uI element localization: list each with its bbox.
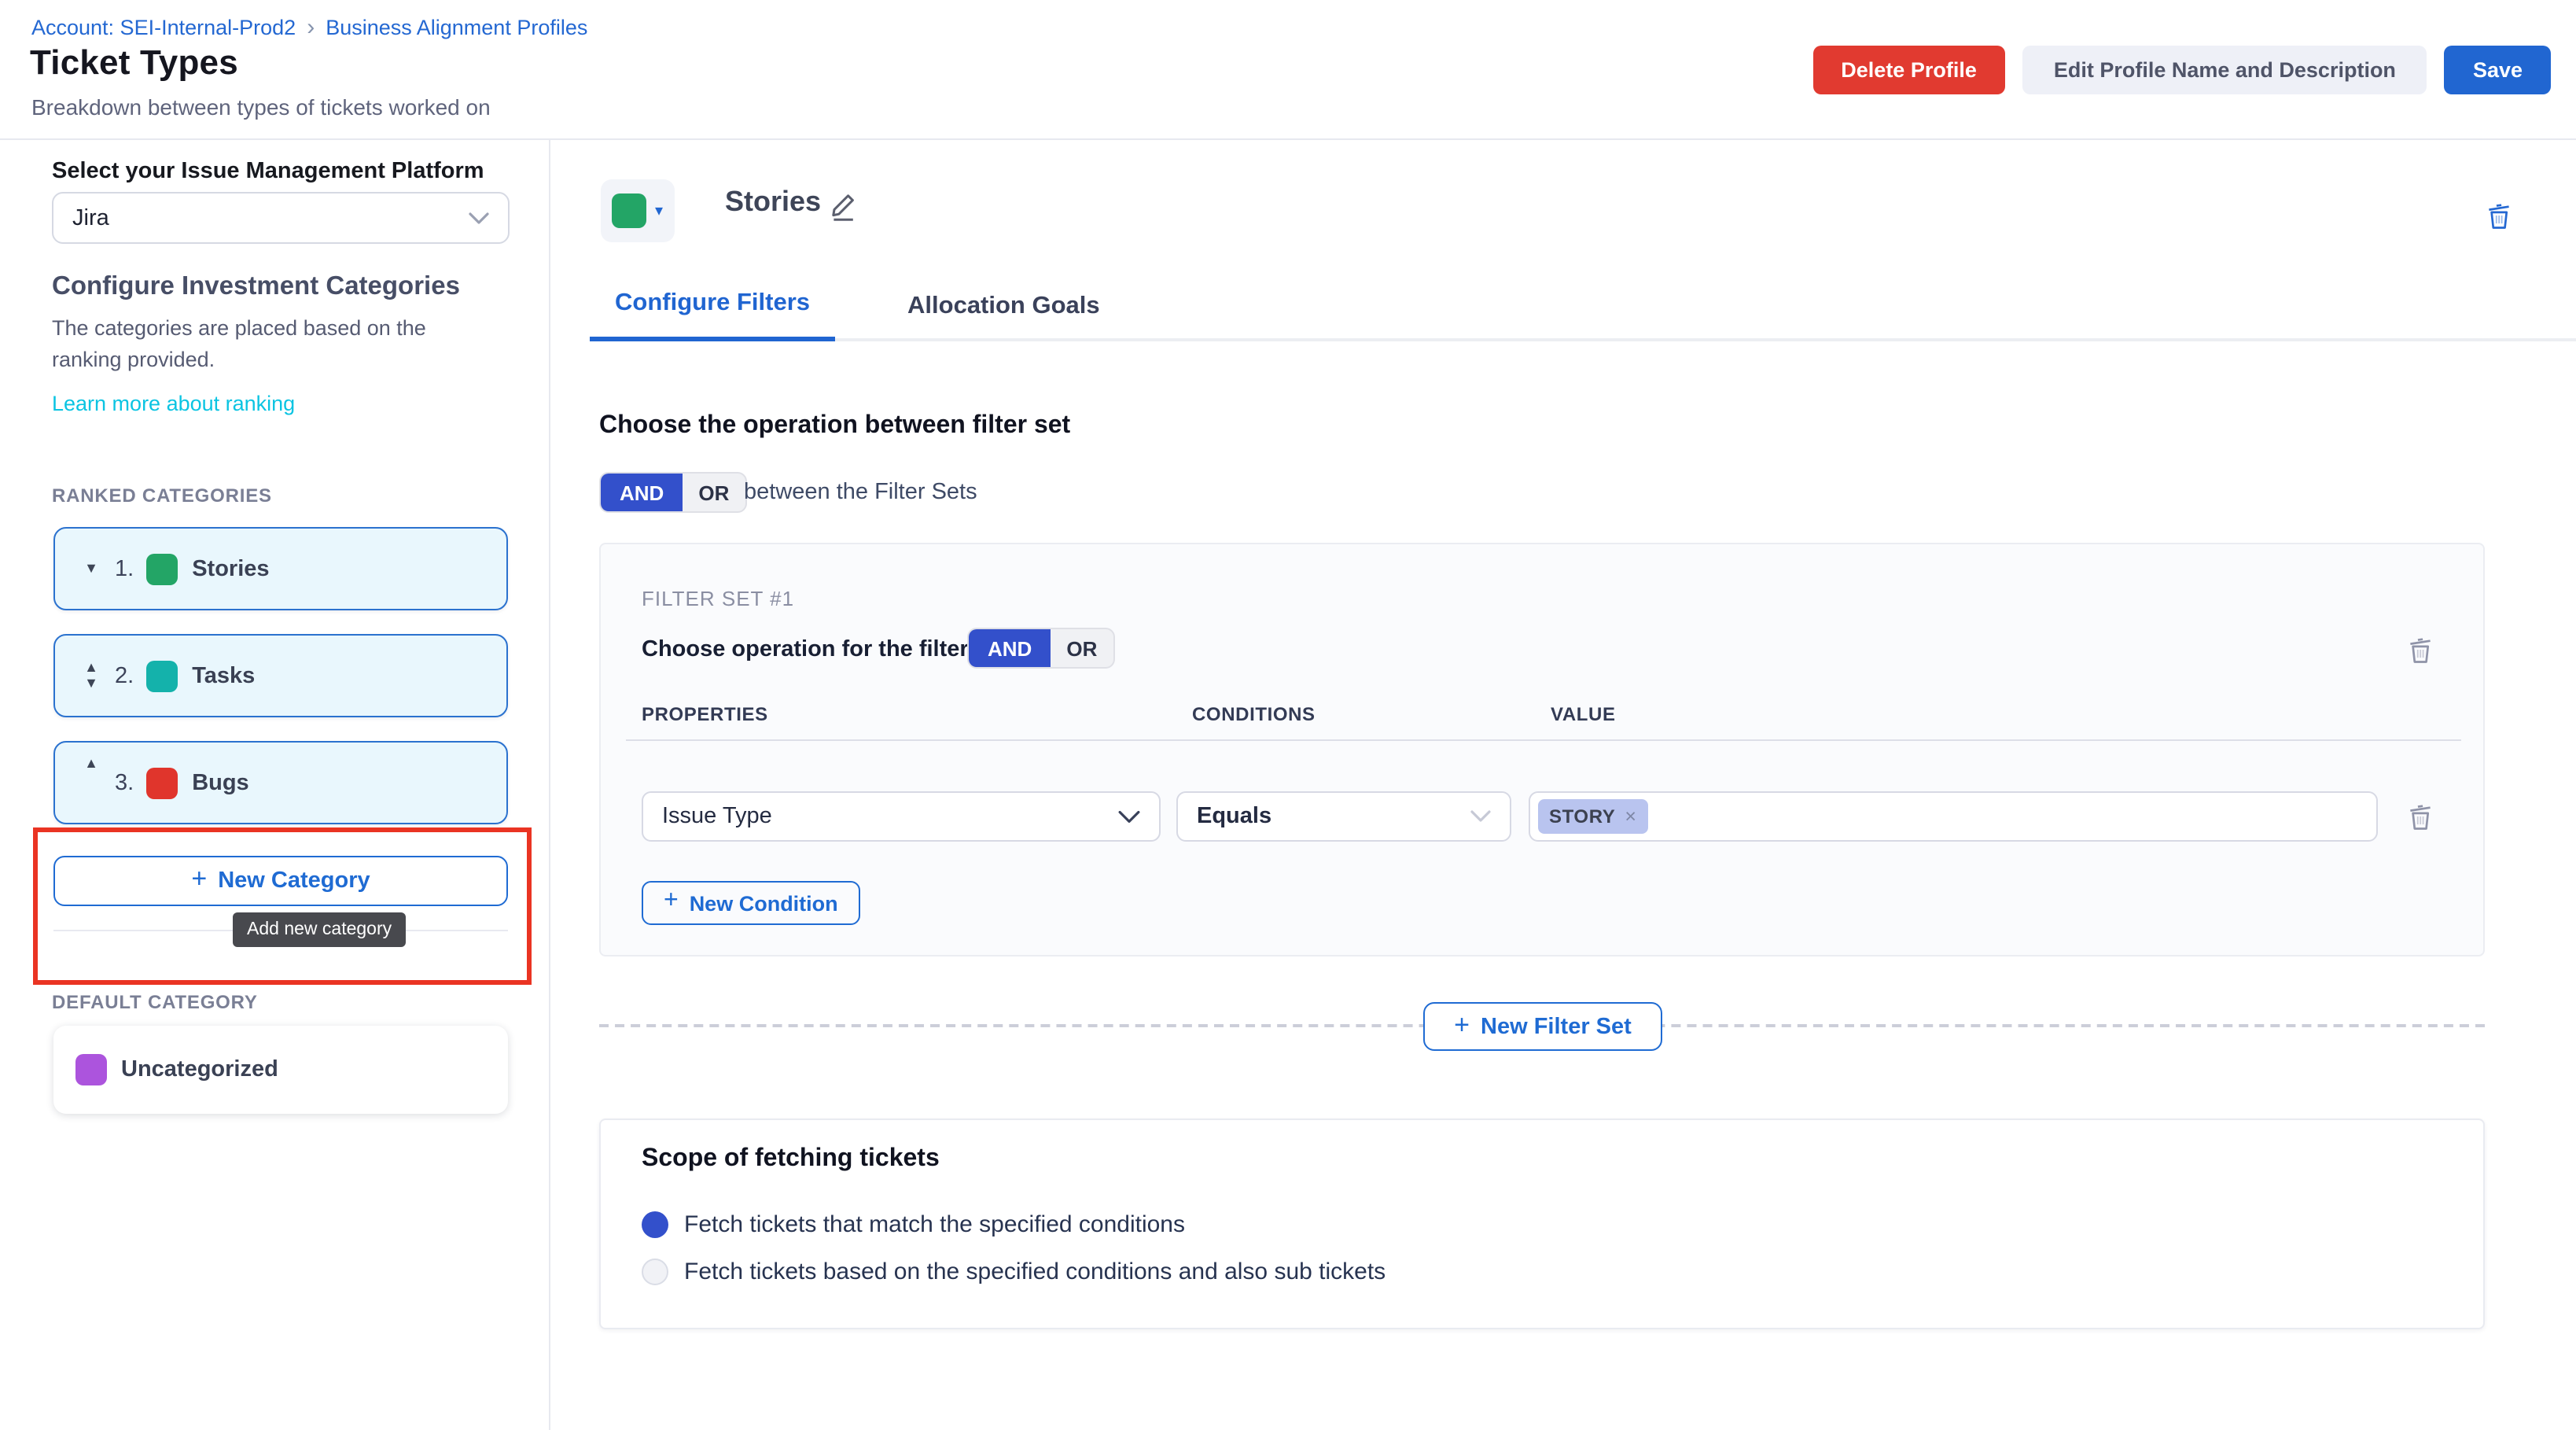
page-subtitle: Breakdown between types of tickets worke…	[31, 94, 491, 120]
category-color-picker[interactable]: ▾	[601, 179, 675, 242]
category-color-swatch	[146, 553, 178, 584]
plus-icon: +	[1454, 1009, 1470, 1039]
plus-icon: +	[191, 864, 208, 894]
or-toggle[interactable]: OR	[698, 481, 730, 504]
header-actions: Delete Profile Edit Profile Name and Des…	[1812, 46, 2551, 94]
columns-divider	[626, 739, 2461, 741]
and-toggle[interactable]: AND	[601, 474, 683, 511]
category-name: Uncategorized	[121, 1057, 278, 1082]
page-title: Ticket Types	[30, 42, 238, 82]
chevron-down-icon	[1470, 810, 1491, 823]
breadcrumb: Account: SEI-Internal-Prod2 › Business A…	[31, 16, 587, 39]
radio-selected-icon[interactable]	[642, 1211, 668, 1238]
tab-configure-filters[interactable]: Configure Filters	[590, 271, 836, 341]
add-new-category-tooltip: Add new category	[233, 912, 407, 947]
tab-strip: Configure Filters Allocation Goals	[590, 271, 2576, 341]
scope-option-sub-tickets[interactable]: Fetch tickets based on the specified con…	[642, 1259, 1386, 1285]
category-name: Stories	[192, 556, 270, 581]
platform-select[interactable]: Jira	[52, 192, 510, 244]
scope-option-label: Fetch tickets that match the specified c…	[684, 1211, 1185, 1238]
ranked-category-bugs[interactable]: ▲ 3. Bugs	[53, 741, 508, 824]
plus-icon: +	[664, 887, 679, 914]
trash-icon	[2410, 805, 2431, 830]
trash-icon	[2489, 204, 2509, 229]
default-category-card: Uncategorized	[53, 1026, 508, 1114]
filters-operation-label: Choose operation for the filters	[642, 637, 981, 662]
edit-category-name-button[interactable]	[827, 189, 860, 222]
new-condition-button[interactable]: + New Condition	[642, 881, 860, 925]
breadcrumb-profiles-link[interactable]: Business Alignment Profiles	[326, 16, 588, 39]
value-multiselect-input[interactable]: STORY ×	[1529, 791, 2378, 842]
filter-set-operation-heading: Choose the operation between filter set	[599, 412, 1071, 439]
tab-allocation-goals[interactable]: Allocation Goals	[907, 292, 1100, 319]
category-name: Bugs	[192, 770, 249, 795]
category-color-swatch	[146, 660, 178, 691]
remove-tag-icon[interactable]: ×	[1625, 805, 1637, 827]
learn-more-ranking-link[interactable]: Learn more about ranking	[52, 392, 296, 415]
trash-icon	[2410, 638, 2431, 663]
red-annotation-box	[33, 827, 532, 985]
chevron-down-icon	[1118, 809, 1140, 824]
properties-column-header: PROPERTIES	[642, 703, 768, 725]
new-category-button[interactable]: + New Category	[53, 856, 508, 906]
radio-unselected-icon[interactable]	[642, 1259, 668, 1285]
filter-set-title: FILTER SET #1	[642, 587, 795, 610]
ranked-category-stories[interactable]: ▼ 1. Stories	[53, 527, 508, 610]
filter-sets-and-or-toggle: AND OR	[599, 472, 747, 513]
operation-caption: between the Filter Sets	[744, 480, 977, 505]
ranked-category-tasks[interactable]: ▲ ▼ 2. Tasks	[53, 634, 508, 717]
sidebar: Select your Issue Management Platform Ji…	[0, 140, 550, 1430]
property-select[interactable]: Issue Type	[642, 791, 1161, 842]
condition-select-value: Equals	[1197, 804, 1272, 829]
current-color-swatch	[612, 193, 647, 228]
app-header: Account: SEI-Internal-Prod2 › Business A…	[0, 0, 2576, 140]
move-down-icon[interactable]: ▼	[84, 560, 98, 576]
move-up-icon[interactable]: ▲	[84, 755, 98, 771]
conditions-column-header: CONDITIONS	[1192, 703, 1316, 725]
chevron-down-icon	[469, 212, 489, 224]
or-toggle[interactable]: OR	[1066, 636, 1098, 660]
platform-select-label: Select your Issue Management Platform	[52, 159, 484, 184]
breadcrumb-account-link[interactable]: Account: SEI-Internal-Prod2	[31, 16, 296, 39]
move-up-down-icon[interactable]: ▲ ▼	[84, 659, 98, 691]
ranked-categories-label: RANKED CATEGORIES	[52, 485, 272, 507]
condition-select[interactable]: Equals	[1176, 791, 1511, 842]
scope-card: Scope of fetching tickets Fetch tickets …	[599, 1119, 2485, 1329]
scope-option-label: Fetch tickets based on the specified con…	[684, 1259, 1386, 1285]
scope-heading: Scope of fetching tickets	[642, 1145, 940, 1172]
delete-condition-button[interactable]	[2406, 801, 2434, 832]
scope-option-match-conditions[interactable]: Fetch tickets that match the specified c…	[642, 1211, 1185, 1238]
breadcrumb-chevron-icon: ›	[307, 14, 315, 41]
delete-filter-set-button[interactable]	[2406, 634, 2434, 665]
and-toggle[interactable]: AND	[969, 629, 1051, 667]
save-button[interactable]: Save	[2444, 46, 2551, 94]
property-select-value: Issue Type	[662, 804, 772, 829]
invest-categories-description: The categories are placed based on the r…	[52, 316, 426, 371]
edit-profile-button[interactable]: Edit Profile Name and Description	[2022, 46, 2427, 94]
category-rank: 3.	[115, 770, 134, 795]
caret-down-icon: ▾	[654, 202, 664, 219]
platform-select-value: Jira	[72, 205, 109, 230]
selected-category-title: Stories	[725, 186, 822, 217]
filter-set-panel: FILTER SET #1 Choose operation for the f…	[599, 543, 2485, 956]
new-filter-set-button[interactable]: + New Filter Set	[1423, 1002, 1662, 1051]
pencil-icon	[832, 194, 854, 217]
category-color-swatch	[146, 767, 178, 798]
category-color-swatch	[75, 1054, 107, 1085]
default-category-label: DEFAULT CATEGORY	[52, 991, 258, 1013]
invest-categories-title: Configure Investment Categories	[52, 272, 460, 300]
category-name: Tasks	[192, 663, 256, 688]
delete-profile-button[interactable]: Delete Profile	[1812, 46, 2005, 94]
category-rank: 2.	[115, 663, 134, 688]
main-content: ▾ Stories Configure Filters Allocation G…	[550, 140, 2576, 1430]
delete-category-button[interactable]	[2485, 200, 2513, 231]
value-tag[interactable]: STORY ×	[1538, 799, 1648, 834]
category-rank: 1.	[115, 556, 134, 581]
value-column-header: VALUE	[1551, 703, 1616, 725]
filters-and-or-toggle: AND OR	[967, 628, 1115, 669]
